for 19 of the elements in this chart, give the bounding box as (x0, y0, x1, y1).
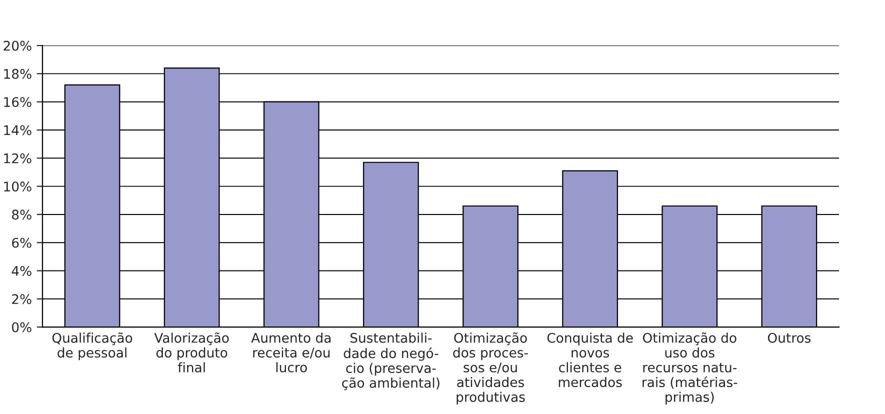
x-tick-label: Qualificação de pessoal (52, 332, 132, 360)
y-tick-label: 6% (12, 238, 32, 248)
y-tick-label: 12% (4, 153, 32, 164)
y-tick-label: 4% (12, 266, 32, 276)
x-tick-label: Outros (768, 332, 811, 343)
x-tick-label: Conquista de novos clientes e mercados (547, 332, 633, 388)
x-tick-label: Aumento da receita e/ou lucro (251, 332, 330, 372)
y-tick-label: 14% (4, 125, 32, 136)
y-tick-label: 0% (12, 322, 32, 332)
x-tick-label: Sustentabili- dade do negó- cio (preserva- ção ambiental) (342, 332, 440, 390)
x-tick-label: Otimização do uso dos recursos natu- rais (matérias- primas) (642, 332, 738, 405)
y-tick-label: 18% (4, 68, 32, 79)
x-tick-label: Valorização do produto final (154, 332, 229, 372)
y-tick-label: 2% (12, 294, 32, 304)
y-tick-label: 16% (4, 97, 32, 108)
y-tick-label: 10% (4, 182, 32, 192)
x-tick-label: Otimização dos proces- sos e/ou atividades produtivas (453, 332, 528, 405)
y-tick-label: 8% (12, 210, 32, 220)
y-tick-label: 20% (4, 40, 32, 51)
